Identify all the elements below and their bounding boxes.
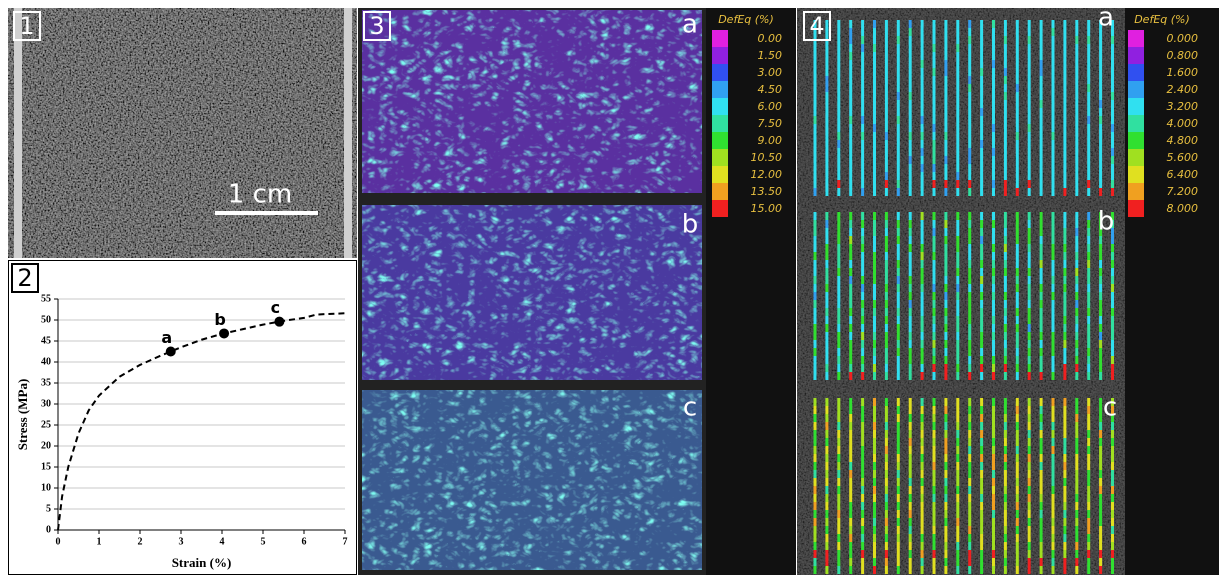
sub-label: b xyxy=(1098,207,1115,237)
legend-swatch xyxy=(712,132,728,149)
y-tick-label: 40 xyxy=(41,356,51,367)
y-tick-label: 45 xyxy=(41,335,51,346)
legend-swatch xyxy=(712,166,728,183)
chart-frame xyxy=(8,260,357,575)
legend-swatch xyxy=(712,115,728,132)
x-tick-label: 0 xyxy=(56,536,61,547)
legend-swatch xyxy=(1128,115,1144,132)
legend-label: 7.50 xyxy=(758,117,783,130)
y-tick-label: 15 xyxy=(41,461,51,472)
legend-swatch xyxy=(1128,132,1144,149)
legend-label: 1.600 xyxy=(1167,66,1199,79)
x-axis-label: Strain (%) xyxy=(172,555,232,570)
panel-label-box xyxy=(13,11,41,41)
legend-title: DefEq (%) xyxy=(1134,13,1190,26)
legend-swatch xyxy=(1128,183,1144,200)
legend-swatch xyxy=(1128,149,1144,166)
sub-label: b xyxy=(682,210,699,240)
legend-swatch xyxy=(712,183,728,200)
data-point xyxy=(219,328,230,339)
sub-label: a xyxy=(682,10,698,40)
y-tick-label: 20 xyxy=(41,440,51,451)
legend-swatch xyxy=(712,200,728,217)
grip xyxy=(344,8,352,258)
legend-swatch xyxy=(712,81,728,98)
legend-swatch xyxy=(1128,64,1144,81)
y-tick-label: 25 xyxy=(41,419,51,430)
grid-lines-4 xyxy=(813,20,1114,574)
speckle-photo xyxy=(8,8,357,258)
legend-swatch xyxy=(1128,200,1144,217)
legend-label: 6.400 xyxy=(1167,168,1199,181)
x-tick-label: 7 xyxy=(343,536,348,547)
sub-label: c xyxy=(1103,393,1117,423)
legend-swatch xyxy=(712,30,728,47)
legend-label: 13.50 xyxy=(751,185,783,198)
legend-swatch xyxy=(712,149,728,166)
legend-swatch xyxy=(1128,30,1144,47)
legend-swatch xyxy=(1128,81,1144,98)
panel-label-box xyxy=(11,263,39,293)
x-tick-label: 4 xyxy=(220,536,225,547)
legend-label: 0.800 xyxy=(1167,49,1199,62)
y-tick-label: 30 xyxy=(41,398,51,409)
point-label: c xyxy=(271,298,280,317)
legend-swatch xyxy=(712,98,728,115)
grip xyxy=(14,8,22,258)
panel-label: 2 xyxy=(17,264,32,292)
x-tick-label: 5 xyxy=(261,536,266,547)
data-point xyxy=(274,316,285,327)
y-tick-label: 55 xyxy=(41,293,51,304)
legend-swatch xyxy=(712,64,728,81)
point-label: b xyxy=(214,310,225,329)
point-label: a xyxy=(161,328,172,347)
legend-label: 6.00 xyxy=(758,100,783,113)
legend-label: 2.400 xyxy=(1167,83,1199,96)
x-tick-label: 6 xyxy=(302,536,307,547)
y-tick-label: 50 xyxy=(41,314,51,325)
legend-label: 3.200 xyxy=(1167,100,1199,113)
legend-label: 10.50 xyxy=(751,151,783,164)
legend-label: 0.000 xyxy=(1167,32,1199,45)
legend-swatch xyxy=(1128,47,1144,64)
legend-label: 3.00 xyxy=(758,66,783,79)
legend-swatch xyxy=(712,47,728,64)
panel-label-box xyxy=(363,11,391,41)
legend-label: 0.00 xyxy=(758,32,783,45)
strain-texture xyxy=(362,205,702,380)
sub-label: a xyxy=(1098,3,1114,33)
panel-label: 1 xyxy=(19,12,34,40)
legend-swatch xyxy=(1128,98,1144,115)
legend-label: 5.600 xyxy=(1167,151,1199,164)
panel-label-box xyxy=(803,11,831,41)
panel-label: 3 xyxy=(369,12,384,40)
sub-label: c xyxy=(683,393,697,423)
x-tick-label: 3 xyxy=(179,536,184,547)
y-tick-label: 35 xyxy=(41,377,51,388)
legend-label: 7.200 xyxy=(1167,185,1199,198)
data-point xyxy=(165,346,176,357)
strain-texture xyxy=(362,390,702,570)
legend-label: 4.800 xyxy=(1167,134,1199,147)
legend-swatch xyxy=(1128,166,1144,183)
y-axis-label: Stress (MPa) xyxy=(15,379,30,451)
y-tick-label: 5 xyxy=(46,503,51,514)
y-tick-label: 0 xyxy=(46,524,51,535)
legend-label: 15.00 xyxy=(751,202,783,215)
legend-label: 4.000 xyxy=(1167,117,1199,130)
legend-label: 12.00 xyxy=(751,168,783,181)
x-tick-label: 2 xyxy=(138,536,143,547)
x-tick-label: 1 xyxy=(97,536,102,547)
scale-bar-label: 1 cm xyxy=(228,180,292,210)
y-tick-label: 10 xyxy=(41,482,51,493)
legend-label: 8.000 xyxy=(1167,202,1199,215)
legend-label: 1.50 xyxy=(758,49,783,62)
panel-label: 4 xyxy=(809,12,824,40)
legend-label: 9.00 xyxy=(758,134,783,147)
strain-texture xyxy=(362,10,702,193)
legend-title: DefEq (%) xyxy=(718,13,774,26)
legend-label: 4.50 xyxy=(758,83,783,96)
